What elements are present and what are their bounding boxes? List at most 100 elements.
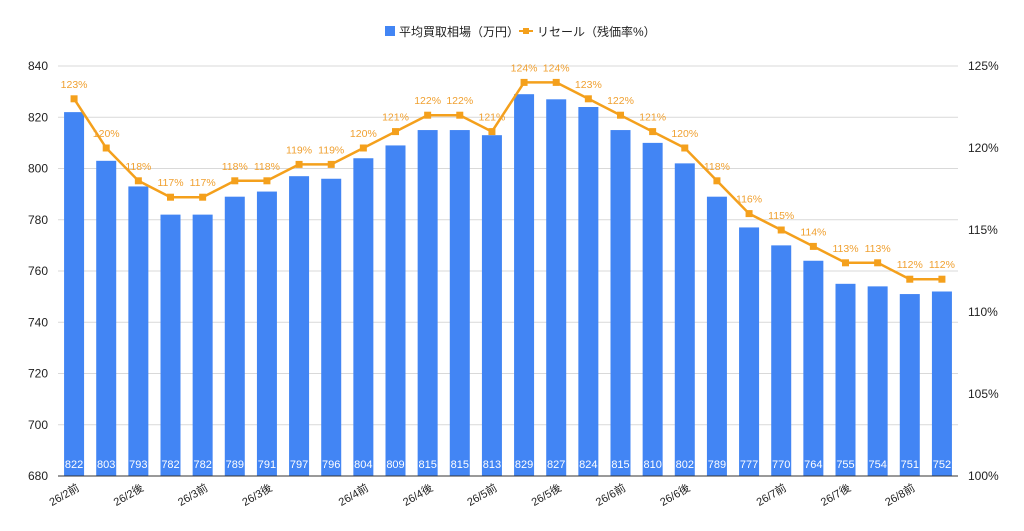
line-point[interactable] xyxy=(102,144,110,152)
bar-value-label: 815 xyxy=(451,459,469,471)
bar[interactable] xyxy=(256,191,277,476)
bar[interactable] xyxy=(321,178,342,476)
line-value-label: 124% xyxy=(543,62,570,74)
line-value-label: 122% xyxy=(446,95,473,107)
x-tick-label: 26/5後 xyxy=(529,480,564,508)
y-left-tick-label: 800 xyxy=(28,162,48,176)
line-point[interactable] xyxy=(70,95,78,103)
line-point[interactable] xyxy=(906,275,914,283)
bar[interactable] xyxy=(706,196,727,476)
line-point[interactable] xyxy=(745,210,753,218)
y-right-tick-label: 125% xyxy=(968,59,999,73)
line-value-label: 120% xyxy=(671,128,698,140)
line-point[interactable] xyxy=(713,177,721,185)
line-point[interactable] xyxy=(231,177,239,185)
line-point[interactable] xyxy=(359,144,367,152)
bar[interactable] xyxy=(353,158,374,476)
bar[interactable] xyxy=(835,283,856,476)
bar[interactable] xyxy=(739,227,760,476)
bar[interactable] xyxy=(514,94,535,476)
line-point[interactable] xyxy=(327,160,335,168)
line-value-label: 123% xyxy=(61,79,88,91)
line-value-label: 118% xyxy=(222,161,248,173)
line-value-labels: 123% 120% 118% 117% 117% 118% 118% 119% 119% 120%… xyxy=(61,62,955,271)
bar[interactable] xyxy=(867,286,888,476)
line-point[interactable] xyxy=(552,78,560,86)
line-point[interactable] xyxy=(584,95,592,103)
bar[interactable] xyxy=(674,163,695,476)
line-value-label: 119% xyxy=(286,144,312,156)
line-value-label: 120% xyxy=(350,128,377,140)
line-point[interactable] xyxy=(520,78,528,86)
y-right-tick-label: 115% xyxy=(968,223,998,237)
x-tick-label: 26/6前 xyxy=(593,480,628,508)
line-value-label: 122% xyxy=(414,95,441,107)
line-point[interactable] xyxy=(681,144,689,152)
bar-value-label: 802 xyxy=(676,459,694,471)
legend-swatch-bars xyxy=(385,26,395,36)
bar[interactable] xyxy=(899,294,920,476)
line-point[interactable] xyxy=(777,226,785,234)
bar[interactable] xyxy=(64,112,85,476)
line-point[interactable] xyxy=(874,259,882,267)
bar-value-label: 789 xyxy=(226,459,244,471)
line-value-label: 122% xyxy=(607,95,634,107)
bar[interactable] xyxy=(192,214,213,476)
line-point[interactable] xyxy=(263,177,271,185)
line-point[interactable] xyxy=(456,111,464,119)
x-axis: 26/2前 26/2後 26/3前 26/3後 26/4前 26/4後 26/5前 26/5後… xyxy=(46,475,958,509)
legend[interactable]: 平均買取相場（万円） リセール（残価率%） xyxy=(385,24,656,39)
line-point[interactable] xyxy=(134,177,142,185)
bar[interactable] xyxy=(771,245,792,476)
line-value-label: 121% xyxy=(478,112,505,124)
bar[interactable] xyxy=(610,130,631,476)
bar[interactable] xyxy=(160,214,181,476)
bar-value-label: 809 xyxy=(386,459,404,471)
bar[interactable] xyxy=(289,176,310,476)
line-value-label: 121% xyxy=(382,112,409,124)
line-point[interactable] xyxy=(809,242,817,250)
bar[interactable] xyxy=(803,260,824,476)
bar-value-label: 782 xyxy=(193,459,211,471)
bar[interactable] xyxy=(96,160,117,476)
line-point[interactable] xyxy=(617,111,624,119)
bar[interactable] xyxy=(481,135,502,476)
x-tick-label: 26/2前 xyxy=(46,480,81,508)
bar-series xyxy=(64,94,952,476)
bar[interactable] xyxy=(385,145,406,476)
line-point[interactable] xyxy=(392,128,399,136)
x-tick-label: 26/7前 xyxy=(754,480,789,508)
line-path xyxy=(73,81,942,281)
legend-label-bars: 平均買取相場（万円） xyxy=(399,25,519,39)
line-point[interactable] xyxy=(295,160,303,168)
bar-value-label: 791 xyxy=(258,459,276,471)
y-axis-left: 680 700 720 740 760 780 800 820 840 xyxy=(28,59,48,483)
bar[interactable] xyxy=(546,99,567,476)
bar-value-label: 782 xyxy=(161,459,179,471)
line-value-label: 118% xyxy=(254,161,280,173)
line-point[interactable] xyxy=(488,128,496,136)
bar[interactable] xyxy=(128,186,149,476)
bar[interactable] xyxy=(417,130,438,476)
bar-value-label: 754 xyxy=(868,459,886,471)
line-value-label: 118% xyxy=(704,161,730,173)
line-point[interactable] xyxy=(649,128,657,136)
line-point[interactable] xyxy=(424,111,432,119)
bar-value-label: 803 xyxy=(97,459,115,471)
bar[interactable] xyxy=(642,142,663,476)
line-point[interactable] xyxy=(938,275,946,283)
line-point[interactable] xyxy=(199,193,207,201)
y-left-tick-label: 740 xyxy=(28,315,48,329)
y-left-tick-label: 680 xyxy=(28,469,48,483)
line-point[interactable] xyxy=(167,193,174,201)
bar[interactable] xyxy=(224,196,245,476)
bar-value-label: 815 xyxy=(418,459,436,471)
y-left-tick-label: 820 xyxy=(28,110,48,124)
bar[interactable] xyxy=(931,291,952,477)
x-tick-label: 26/8前 xyxy=(882,480,917,508)
x-tick-label: 26/3前 xyxy=(175,480,210,508)
line-point[interactable] xyxy=(842,259,849,267)
bar[interactable] xyxy=(449,130,470,476)
bar[interactable] xyxy=(578,107,599,476)
